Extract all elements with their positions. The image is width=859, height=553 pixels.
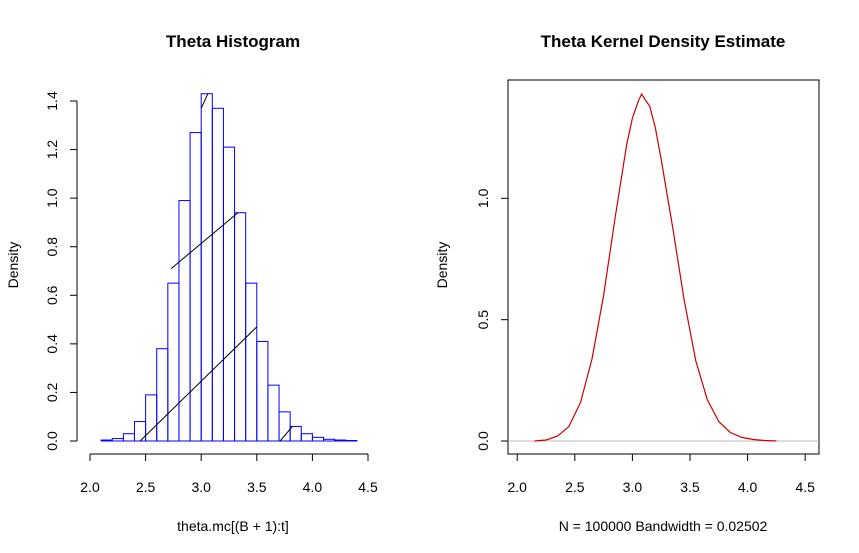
- histogram-x-tick-label: 4.0: [303, 479, 323, 495]
- kde-x-tick-label: 2.5: [565, 479, 585, 495]
- histogram-x-tick-label: 3.0: [191, 479, 211, 495]
- histogram-bar: [167, 282, 180, 442]
- histogram-bar: [211, 107, 224, 442]
- kde-y-axis: 0.0 0.5 1.0: [475, 188, 508, 451]
- kde-x-tick-label: 2.0: [507, 479, 527, 495]
- kde-x-tick-label: 4.0: [738, 479, 758, 495]
- histogram-bar: [222, 146, 236, 442]
- histogram-bar: [111, 438, 124, 442]
- histogram-y-tick-label: 1.2: [44, 140, 60, 160]
- histogram-bar: [156, 348, 169, 442]
- histogram-bar: [311, 436, 325, 442]
- histogram-bar: [334, 439, 347, 442]
- histogram-bar: [100, 439, 113, 442]
- histogram-bar: [178, 200, 191, 442]
- histogram-y-tick-label: 0.4: [44, 334, 60, 354]
- histogram-annotation-line: [200, 93, 209, 109]
- histogram-x-label: theta.mc[(B + 1):t]: [177, 518, 289, 534]
- histogram-bar: [122, 433, 135, 442]
- kde-panel: Theta Kernel Density Estimate N = 100000…: [434, 32, 820, 534]
- histogram-x-tick-label: 3.5: [247, 479, 267, 495]
- histogram-annotation-line: [170, 212, 239, 269]
- histogram-bar: [267, 384, 280, 442]
- histogram-annotation-line: [279, 426, 293, 442]
- histogram-x-tick-label: 4.5: [358, 479, 378, 495]
- kde-y-tick-label: 0.0: [475, 431, 491, 451]
- kde-curve: [534, 92, 777, 442]
- histogram-y-tick-label: 0.0: [44, 431, 60, 451]
- kde-x-axis: 2.0 2.5 3.0 3.5 4.0 4.5: [507, 454, 815, 495]
- kde-title: Theta Kernel Density Estimate: [541, 32, 786, 51]
- histogram-y-label: Density: [5, 242, 21, 289]
- kde-curve-group: [534, 92, 777, 442]
- histogram-bar: [189, 132, 202, 442]
- kde-plot-box: [507, 79, 820, 455]
- histogram-panel: Theta Histogram theta.mc[(B + 1):t] Dens…: [5, 32, 378, 534]
- histogram-y-tick-label: 1.4: [44, 91, 60, 111]
- histogram-bars: [100, 93, 358, 442]
- histogram-y-axis: 0.0 0.2 0.4 0.6 0.8 1.0 1.2 1.4: [44, 91, 78, 451]
- histogram-title: Theta Histogram: [166, 32, 300, 51]
- histogram-x-tick-label: 2.0: [80, 479, 100, 495]
- histogram-x-axis: 2.0 2.5 3.0 3.5 4.0 4.5: [80, 453, 378, 495]
- histogram-bar: [133, 421, 147, 442]
- histogram-bar: [256, 340, 269, 442]
- histogram-bar: [200, 93, 213, 442]
- histogram-bar: [234, 212, 247, 442]
- histogram-y-tick-label: 0.8: [44, 237, 60, 257]
- histogram-bar: [245, 282, 258, 442]
- kde-y-tick-label: 1.0: [475, 188, 491, 208]
- histogram-bar: [323, 438, 336, 442]
- histogram-bar: [289, 425, 302, 442]
- histogram-y-tick-label: 1.0: [44, 188, 60, 208]
- histogram-y-tick-label: 0.6: [44, 285, 60, 305]
- kde-y-tick-label: 0.5: [475, 310, 491, 330]
- kde-x-label: N = 100000 Bandwidth = 0.02502: [559, 518, 768, 534]
- kde-y-label: Density: [434, 242, 450, 289]
- histogram-annotation-line: [139, 326, 258, 442]
- histogram-annotation-lines: [139, 93, 293, 442]
- histogram-bar: [278, 411, 291, 442]
- kde-x-tick-label: 3.5: [680, 479, 700, 495]
- histogram-bar: [300, 433, 313, 442]
- kde-x-tick-label: 4.5: [795, 479, 815, 495]
- histogram-y-tick-label: 0.2: [44, 382, 60, 402]
- histogram-x-tick-label: 2.5: [136, 479, 156, 495]
- kde-x-tick-label: 3.0: [623, 479, 643, 495]
